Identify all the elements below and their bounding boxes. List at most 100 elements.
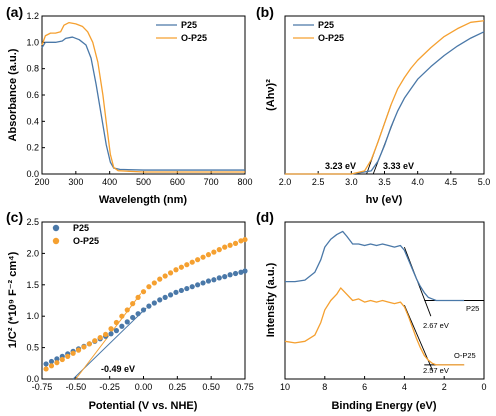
panel-c-point-p25 bbox=[43, 361, 49, 367]
panel-c-point-op25 bbox=[108, 326, 114, 332]
panel-c-point-op25 bbox=[178, 264, 184, 270]
panel-c-point-op25 bbox=[135, 294, 141, 300]
panel-c-ytick-label: 2.5 bbox=[26, 217, 39, 227]
panel-c-xtick-label: -0.75 bbox=[32, 382, 53, 392]
panel-a-xtick-label: 800 bbox=[237, 177, 252, 187]
panel-a: (a) Wavelength (nm) Absorbance (a.u.) 20… bbox=[6, 4, 253, 206]
panel-c-point-op25 bbox=[216, 247, 222, 253]
panel-b-legend-op25: O-P25 bbox=[318, 33, 344, 43]
panel-a-xlabel: Wavelength (nm) bbox=[99, 194, 188, 206]
panel-b-series-op25 bbox=[285, 20, 485, 175]
panel-c-point-op25 bbox=[222, 244, 228, 250]
panel-a-xtick-label: 400 bbox=[102, 177, 117, 187]
panel-a-ytick-label: 0.4 bbox=[26, 116, 39, 126]
panel-c-point-op25 bbox=[65, 353, 71, 359]
panel-c-point-p25 bbox=[162, 294, 168, 300]
panel-a-frame bbox=[41, 15, 246, 175]
panel-c-point-op25 bbox=[184, 262, 190, 268]
panel-d-xtick-label: 6 bbox=[362, 382, 367, 392]
panel-c-point-p25 bbox=[211, 277, 217, 283]
panel-c-point-op25 bbox=[173, 267, 179, 273]
panel-c-point-op25 bbox=[54, 360, 60, 366]
panel-a-xtick-label: 700 bbox=[204, 177, 219, 187]
panel-b-series-p25 bbox=[285, 31, 485, 175]
panel-d-annotation-257: 2.57 eV bbox=[423, 366, 449, 375]
panel-c-point-p25 bbox=[54, 356, 60, 362]
panel-c-point-p25 bbox=[48, 358, 55, 365]
panel-c-point-op25 bbox=[103, 331, 109, 338]
panel-c-ytick-label: 1.5 bbox=[26, 280, 39, 290]
panel-c-point-op25 bbox=[130, 301, 136, 307]
panel-d-tangent-op25 bbox=[403, 305, 434, 372]
panel-d: (d) Binding Energy (eV) Intensity (a.u.)… bbox=[256, 209, 487, 412]
panel-d-series-op25 bbox=[284, 287, 465, 366]
panel-b-xtick-label: 3.0 bbox=[345, 177, 358, 187]
panel-c-legend-p25: P25 bbox=[73, 223, 89, 233]
panel-c-ytick-label: 1.0 bbox=[26, 311, 39, 321]
panel-c-point-op25 bbox=[70, 350, 76, 356]
panel-a-ytick-label: 0.8 bbox=[26, 64, 39, 74]
panel-a-ytick-label: 1.2 bbox=[26, 11, 39, 21]
panel-d-ylabel: Intensity (a.u.) bbox=[265, 262, 277, 337]
panel-c-annotation-049: -0.49 eV bbox=[101, 364, 135, 374]
panel-c-point-op25 bbox=[205, 252, 212, 258]
panel-c-point-p25 bbox=[113, 328, 120, 334]
panel-c-xlabel: Potential (V vs. NHE) bbox=[89, 400, 198, 412]
panel-c-point-p25 bbox=[173, 289, 179, 295]
panel-c-point-op25 bbox=[242, 236, 248, 243]
panel-c-point-op25 bbox=[75, 347, 82, 353]
panel-b-ylabel: (Ahν)² bbox=[265, 79, 277, 111]
panel-a-ytick-label: 0.2 bbox=[26, 143, 39, 153]
panel-c-ytick-label: 0.0 bbox=[26, 374, 39, 384]
panel-c-point-op25 bbox=[195, 257, 201, 263]
panel-d-xtick-label: 2 bbox=[442, 382, 447, 392]
panel-d-series-p25 bbox=[285, 230, 465, 302]
panel-c-xtick-label: 0.50 bbox=[202, 382, 220, 392]
panel-c-point-op25 bbox=[48, 363, 55, 369]
panel-c-point-op25 bbox=[189, 259, 195, 265]
panel-c-point-op25 bbox=[227, 242, 233, 248]
panel-a-ytick-label: 0.0 bbox=[26, 169, 39, 179]
panel-c-point-p25 bbox=[167, 292, 174, 298]
panel-c-point-op25 bbox=[162, 273, 168, 279]
panel-a-xtick-label: 600 bbox=[170, 177, 185, 187]
panel-c-xtick-label: 0.25 bbox=[169, 382, 187, 392]
panel-c-point-p25 bbox=[184, 285, 190, 292]
panel-c-point-op25 bbox=[146, 284, 152, 290]
panel-c-point-p25 bbox=[178, 287, 184, 294]
panel-c-ytick-label: 2.0 bbox=[26, 248, 39, 258]
panel-c-point-op25 bbox=[97, 334, 103, 341]
panel-c-xtick-label: 0.00 bbox=[135, 382, 153, 392]
panel-a-legend-op25: O-P25 bbox=[181, 33, 207, 43]
panel-c-ytick-label: 0.5 bbox=[26, 343, 39, 353]
panel-b-xlabel: hν (eV) bbox=[366, 194, 403, 206]
panel-c-point-p25 bbox=[195, 282, 201, 288]
panel-c-point-p25 bbox=[130, 314, 136, 321]
panel-c-point-op25 bbox=[119, 313, 125, 319]
panel-d-series-label-op25: O-P25 bbox=[454, 351, 476, 360]
panel-a-xtick-label: 200 bbox=[34, 177, 49, 187]
panel-b-legend: P25 O-P25 bbox=[293, 20, 344, 43]
panel-c-point-p25 bbox=[140, 307, 147, 313]
panel-c-point-p25 bbox=[124, 319, 130, 325]
panel-c-point-p25 bbox=[205, 278, 212, 284]
panel-a-legend: P25 O-P25 bbox=[156, 20, 207, 43]
panel-b-xtick-label: 5.0 bbox=[478, 177, 491, 187]
panel-c-point-p25 bbox=[189, 284, 195, 290]
panel-d-xtick-label: 4 bbox=[402, 382, 407, 392]
panel-c-point-p25 bbox=[242, 268, 248, 274]
panel-b-xtick-label: 4.5 bbox=[445, 177, 458, 187]
panel-c-point-op25 bbox=[81, 344, 87, 350]
panel-b: (b) hν (eV) (Ahν)² 2.0 2.5 3.0 3.5 4.0 4.5 5.0… bbox=[256, 4, 490, 206]
panel-c-point-p25 bbox=[151, 300, 157, 306]
panel-c-xtick-label: -0.50 bbox=[66, 382, 87, 392]
panel-c-ylabel: 1/C² (*10⁹ F⁻² cm⁴) bbox=[7, 251, 19, 348]
panel-d-xtick-label: 10 bbox=[280, 382, 290, 392]
panel-c-point-op25 bbox=[113, 319, 120, 326]
panel-c-legend-marker-p25 bbox=[52, 224, 60, 232]
panel-a-legend-p25: P25 bbox=[181, 20, 197, 30]
panel-b-xtick-label: 3.5 bbox=[378, 177, 391, 187]
panel-c-point-p25 bbox=[157, 297, 163, 303]
panel-d-xtick-label: 8 bbox=[322, 382, 327, 392]
